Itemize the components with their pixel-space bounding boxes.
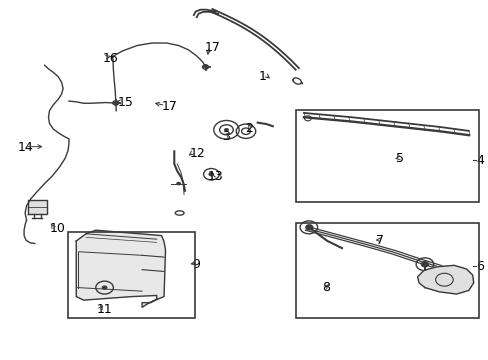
Circle shape — [421, 262, 427, 267]
Bar — [295, 110, 478, 202]
Text: 15: 15 — [118, 96, 133, 109]
Text: 3: 3 — [221, 130, 229, 144]
Text: 17: 17 — [204, 41, 220, 54]
Polygon shape — [417, 265, 473, 294]
Text: 12: 12 — [189, 147, 205, 159]
Circle shape — [305, 225, 312, 230]
Polygon shape — [76, 230, 165, 307]
Text: 7: 7 — [375, 234, 384, 247]
Bar — [68, 232, 194, 318]
Circle shape — [102, 285, 107, 290]
Text: 9: 9 — [192, 258, 200, 271]
Text: 5: 5 — [395, 152, 403, 165]
Polygon shape — [28, 200, 47, 214]
Text: 11: 11 — [97, 303, 112, 316]
Text: 10: 10 — [49, 222, 65, 235]
Text: 14: 14 — [18, 141, 34, 154]
Bar — [295, 223, 478, 318]
Circle shape — [224, 128, 228, 132]
Text: 1: 1 — [259, 69, 266, 82]
Ellipse shape — [292, 78, 301, 84]
Ellipse shape — [175, 211, 183, 215]
Text: 6: 6 — [475, 260, 483, 273]
Text: 8: 8 — [322, 281, 330, 294]
Text: 17: 17 — [161, 100, 177, 113]
Circle shape — [208, 172, 214, 176]
Text: 2: 2 — [245, 122, 253, 135]
Text: 4: 4 — [475, 154, 483, 167]
Text: 16: 16 — [103, 51, 119, 64]
Text: 13: 13 — [207, 170, 223, 183]
Circle shape — [176, 182, 181, 185]
